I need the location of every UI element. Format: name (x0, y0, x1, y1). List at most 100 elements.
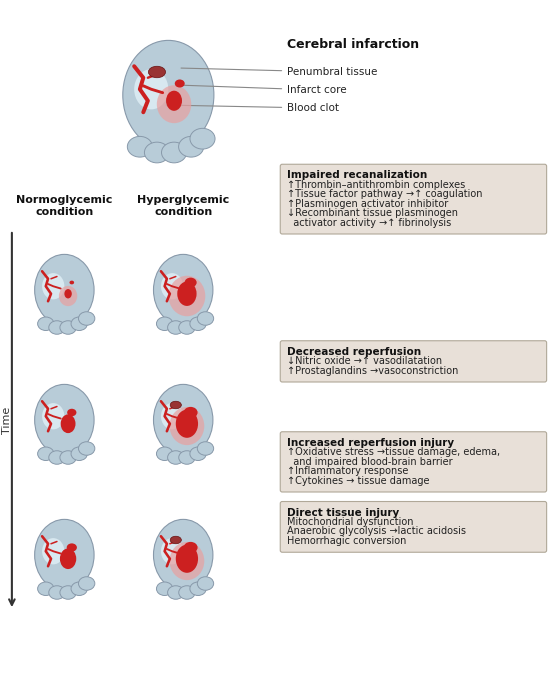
Ellipse shape (167, 321, 184, 334)
Ellipse shape (134, 69, 169, 109)
Ellipse shape (190, 128, 215, 149)
Ellipse shape (49, 586, 65, 600)
Ellipse shape (190, 317, 206, 331)
Ellipse shape (179, 321, 195, 334)
Text: Penumbral tissue: Penumbral tissue (181, 67, 378, 77)
Ellipse shape (179, 586, 195, 600)
Ellipse shape (79, 577, 95, 590)
Ellipse shape (167, 586, 184, 600)
Ellipse shape (70, 281, 74, 285)
Ellipse shape (35, 255, 94, 326)
Ellipse shape (153, 519, 213, 591)
Ellipse shape (35, 519, 94, 591)
Ellipse shape (198, 442, 214, 456)
Text: Time: Time (2, 406, 12, 434)
Ellipse shape (157, 85, 191, 123)
FancyBboxPatch shape (280, 431, 547, 492)
Ellipse shape (170, 401, 181, 409)
Ellipse shape (62, 419, 74, 433)
Ellipse shape (60, 548, 76, 569)
Ellipse shape (185, 278, 196, 287)
Ellipse shape (35, 384, 94, 456)
Ellipse shape (60, 586, 76, 600)
Ellipse shape (184, 542, 198, 553)
Text: ↑Plasminogen activator inhibitor: ↑Plasminogen activator inhibitor (287, 199, 449, 209)
Ellipse shape (59, 286, 77, 306)
Ellipse shape (156, 447, 173, 460)
Ellipse shape (170, 542, 204, 580)
Ellipse shape (60, 321, 76, 334)
Ellipse shape (42, 403, 64, 429)
Text: Direct tissue injury: Direct tissue injury (287, 508, 400, 517)
Ellipse shape (166, 91, 182, 111)
Text: and impaired blood-brain barrier: and impaired blood-brain barrier (287, 457, 453, 466)
Ellipse shape (156, 582, 173, 595)
Ellipse shape (67, 543, 77, 552)
FancyBboxPatch shape (280, 164, 547, 234)
Ellipse shape (153, 384, 213, 456)
Ellipse shape (156, 317, 173, 331)
Ellipse shape (42, 538, 64, 565)
Ellipse shape (179, 137, 204, 157)
Ellipse shape (176, 410, 198, 438)
Ellipse shape (161, 538, 183, 565)
Ellipse shape (71, 317, 88, 331)
Text: Impaired recanalization: Impaired recanalization (287, 170, 427, 180)
Ellipse shape (71, 582, 88, 595)
Text: ↑Tissue factor pathway →↑ coagulation: ↑Tissue factor pathway →↑ coagulation (287, 189, 483, 199)
Ellipse shape (198, 577, 214, 590)
FancyBboxPatch shape (280, 501, 547, 552)
Text: activator activity →↑ fibrinolysis: activator activity →↑ fibrinolysis (287, 217, 451, 228)
Ellipse shape (64, 289, 72, 298)
Text: ↓Nitric oxide →↑ vasodilatation: ↓Nitric oxide →↑ vasodilatation (287, 356, 442, 366)
Ellipse shape (60, 451, 76, 464)
Ellipse shape (190, 447, 206, 460)
Ellipse shape (79, 442, 95, 456)
Ellipse shape (37, 447, 54, 460)
Ellipse shape (176, 545, 198, 573)
Ellipse shape (170, 536, 181, 544)
Ellipse shape (145, 142, 170, 163)
FancyBboxPatch shape (280, 341, 547, 382)
Ellipse shape (198, 311, 214, 325)
Ellipse shape (49, 451, 65, 464)
Text: ↑Inflammatory response: ↑Inflammatory response (287, 466, 408, 476)
Text: Cerebral infarction: Cerebral infarction (287, 38, 419, 51)
Ellipse shape (161, 142, 186, 163)
Text: Hyperglycemic
condition: Hyperglycemic condition (137, 195, 229, 217)
Ellipse shape (161, 403, 183, 429)
Text: Anaerobic glycolysis →lactic acidosis: Anaerobic glycolysis →lactic acidosis (287, 526, 466, 536)
Text: Hemorrhagic conversion: Hemorrhagic conversion (287, 536, 407, 546)
Ellipse shape (148, 67, 166, 78)
Ellipse shape (67, 409, 76, 416)
Ellipse shape (42, 273, 64, 299)
Ellipse shape (65, 558, 71, 565)
Ellipse shape (190, 582, 206, 595)
Ellipse shape (167, 451, 184, 464)
Text: Normoglycemic
condition: Normoglycemic condition (16, 195, 113, 217)
Ellipse shape (175, 80, 185, 88)
Ellipse shape (184, 407, 198, 418)
Text: ↑Oxidative stress →tissue damage, edema,: ↑Oxidative stress →tissue damage, edema, (287, 447, 501, 458)
Ellipse shape (153, 255, 213, 326)
Text: Decreased reperfusion: Decreased reperfusion (287, 346, 421, 357)
Text: Infarct core: Infarct core (179, 85, 347, 95)
Ellipse shape (161, 273, 183, 299)
Ellipse shape (71, 447, 88, 460)
Ellipse shape (37, 317, 54, 331)
Ellipse shape (170, 407, 204, 445)
Text: ↑Cytokines → tissue damage: ↑Cytokines → tissue damage (287, 476, 430, 486)
Ellipse shape (61, 414, 75, 433)
Ellipse shape (127, 137, 152, 157)
Text: ↑Prostaglandins →vasoconstriction: ↑Prostaglandins →vasoconstriction (287, 366, 459, 376)
Ellipse shape (79, 311, 95, 325)
Text: Blood clot: Blood clot (166, 103, 339, 113)
Text: Mitochondrial dysfunction: Mitochondrial dysfunction (287, 517, 413, 527)
Ellipse shape (123, 40, 214, 150)
Ellipse shape (177, 281, 196, 306)
Text: ↑Thrombin–antithrombin complexes: ↑Thrombin–antithrombin complexes (287, 180, 465, 190)
Ellipse shape (169, 276, 205, 316)
Ellipse shape (179, 451, 195, 464)
Text: ↓Recombinant tissue plasminogen: ↓Recombinant tissue plasminogen (287, 209, 458, 218)
Ellipse shape (37, 582, 54, 595)
